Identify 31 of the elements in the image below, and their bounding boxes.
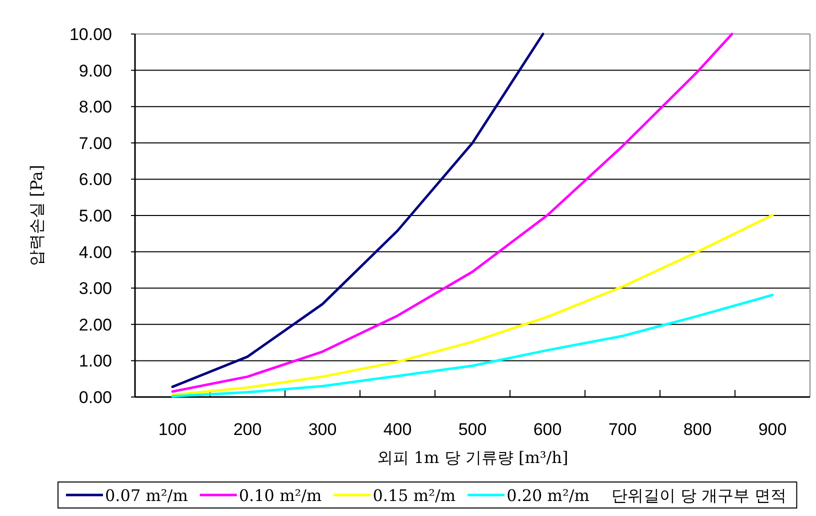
x-tick-label: 700 [608,420,637,439]
y-tick-label: 3.00 [78,279,112,298]
line-series [171,214,774,396]
x-tick-label: 100 [158,420,187,439]
x-axis-title: 외피 1m 당 기류량 [m³/h] [376,448,568,467]
x-tick-label: 600 [533,420,562,439]
y-tick-label: 9.00 [78,61,112,80]
legend-label: 0.10 m²/m [238,486,322,505]
y-tick-label: 6.00 [78,170,112,190]
x-tick-label: 200 [233,420,262,439]
y-tick-label: 1.00 [78,352,112,371]
legend-label: 0.07 m²/m [105,486,188,505]
y-axis-title: 압력손실 [Pa] [27,164,46,266]
legend-label: 0.20 m²/m [506,486,590,505]
x-tick-label: 800 [683,420,712,439]
line-series [171,294,774,398]
y-tick-label: 8.00 [78,98,112,117]
y-tick-label: 4.00 [78,242,112,262]
y-tick-label: 10.00 [69,25,112,44]
x-tick-label: 900 [758,420,787,439]
legend-label: 0.15 m²/m [372,486,456,505]
line-series [171,32,544,388]
x-tick-label: 400 [383,420,412,439]
line-series [171,32,734,393]
legend-title: 단위길이 당 개구부 면적 [611,486,787,505]
y-tick-label: 7.00 [78,134,112,153]
x-tick-label: 500 [458,420,487,439]
y-tick-label: 2.00 [78,315,112,334]
y-tick-label: 0.00 [78,388,112,407]
y-tick-label: 5.00 [78,206,112,226]
x-tick-label: 300 [308,420,337,439]
